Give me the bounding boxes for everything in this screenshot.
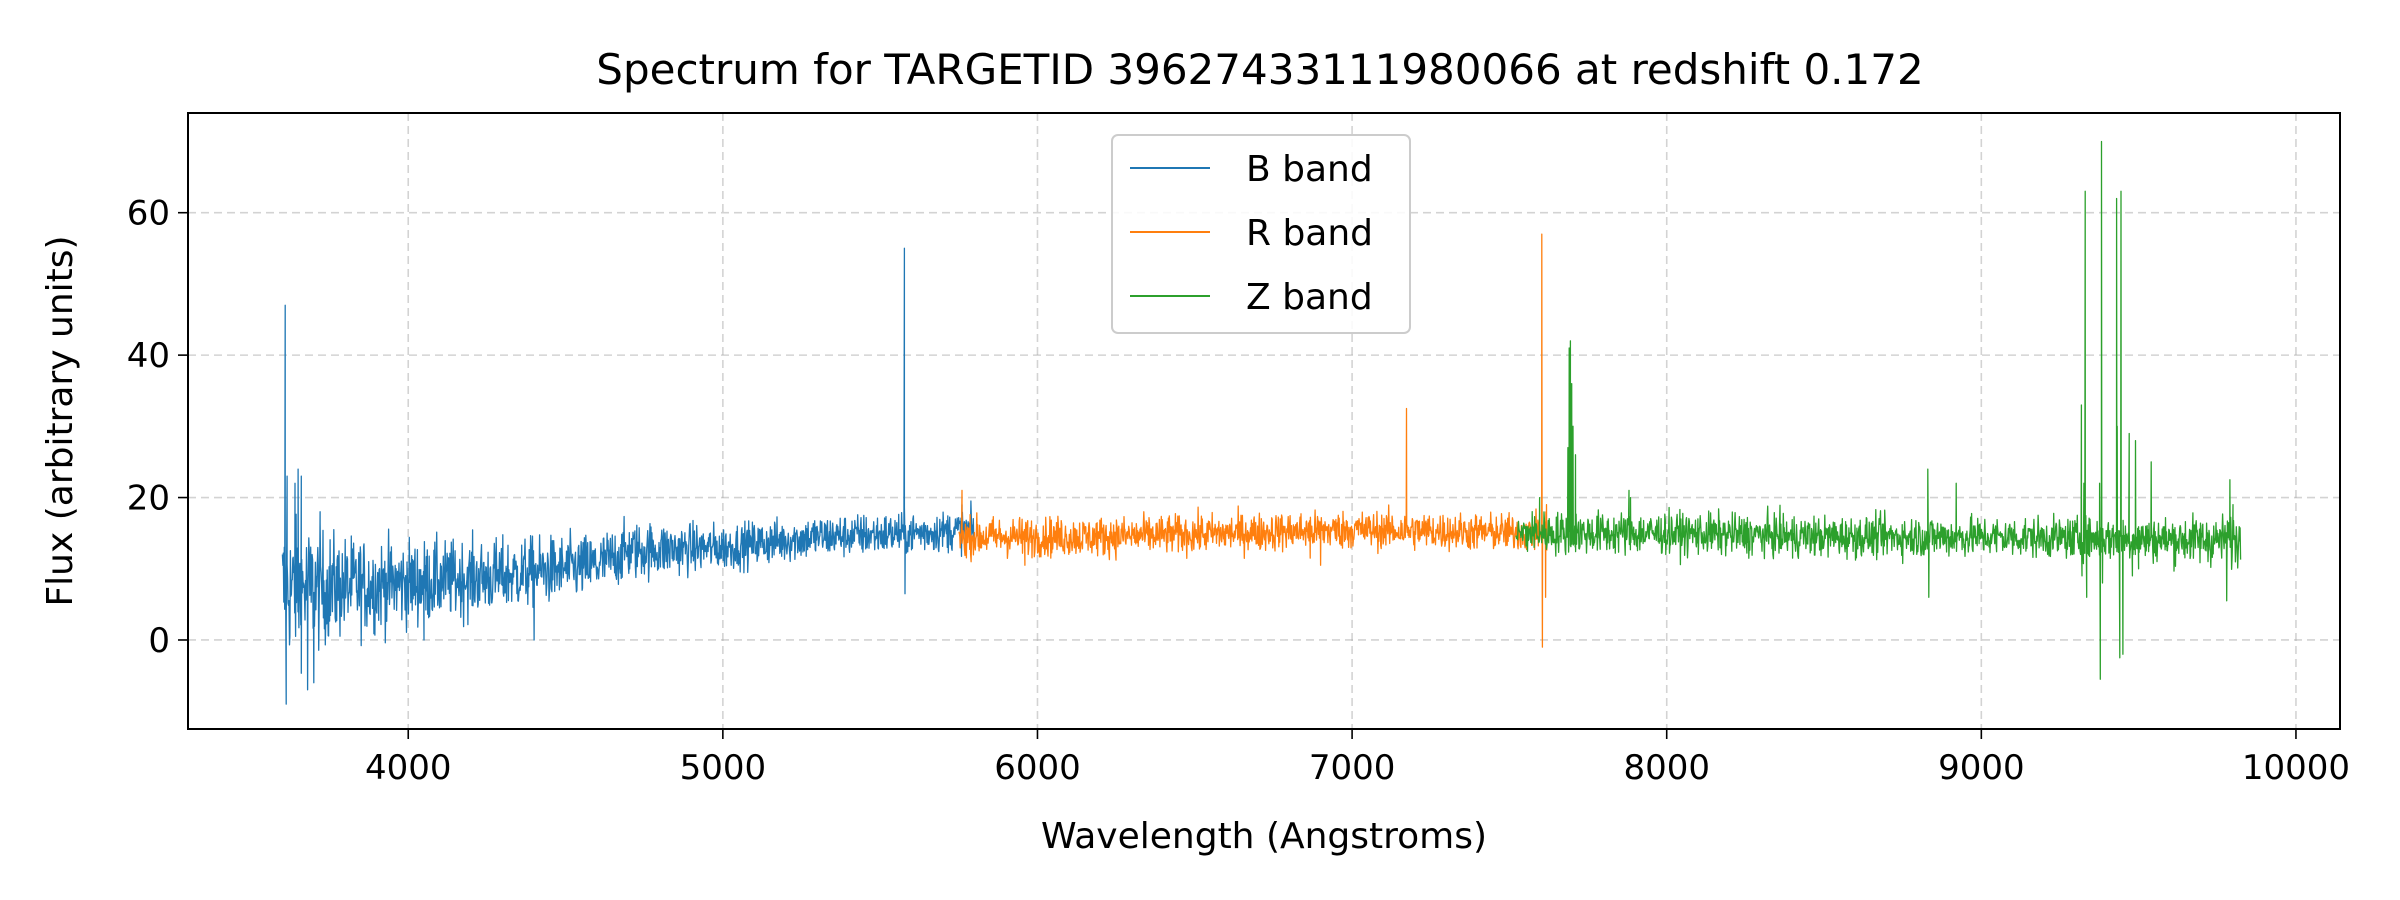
y-tick-label: 20 <box>127 479 170 519</box>
data-series-group <box>281 140 2242 705</box>
series-line-r-band <box>958 233 1548 648</box>
y-tick-label: 40 <box>127 336 170 376</box>
y-axis-label: Flux (arbitrary units) <box>40 235 81 606</box>
x-tick-label: 5000 <box>680 748 767 788</box>
legend-frame <box>1111 134 1411 334</box>
x-tick-label: 7000 <box>1309 748 1396 788</box>
chart-title: Spectrum for TARGETID 39627433111980066 … <box>596 45 1923 94</box>
legend-label-r-band: R band <box>1246 213 1373 254</box>
x-tick-label: 6000 <box>994 748 1081 788</box>
x-tick-label: 10000 <box>2242 748 2350 788</box>
x-tick-label: 9000 <box>1938 748 2025 788</box>
legend-label-b-band: B band <box>1246 149 1373 190</box>
x-tick-label: 4000 <box>365 748 452 788</box>
series-line-b-band <box>281 247 975 705</box>
y-axis: 0 20 40 60 <box>127 194 188 661</box>
x-axis: 4000 5000 6000 7000 8000 9000 10000 <box>365 729 2350 788</box>
series-line-z-band <box>1515 140 2242 680</box>
plot-frame <box>187 112 2341 730</box>
legend-label-z-band: Z band <box>1246 277 1373 318</box>
grid-lines <box>188 113 2340 729</box>
legend: B band R band Z band <box>1111 134 1411 334</box>
x-tick-label: 8000 <box>1623 748 1710 788</box>
y-tick-label: 60 <box>127 194 170 234</box>
x-axis-label: Wavelength (Angstroms) <box>1041 816 1487 857</box>
y-tick-label: 0 <box>148 621 170 661</box>
